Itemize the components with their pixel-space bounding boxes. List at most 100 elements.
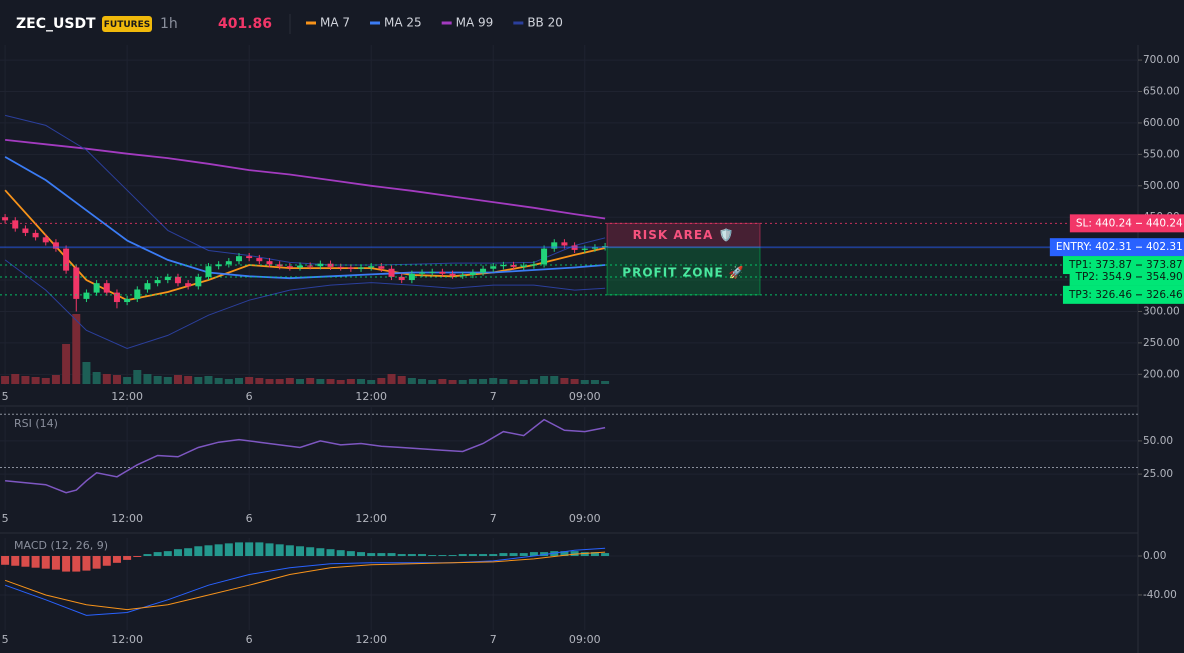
candle-body bbox=[256, 258, 263, 262]
interval: 1h bbox=[160, 16, 178, 32]
volume-bar bbox=[224, 379, 233, 384]
macd-hist bbox=[92, 556, 101, 569]
candle-body bbox=[113, 292, 120, 303]
y-tick-label: 25.00 bbox=[1143, 468, 1173, 480]
macd-hist bbox=[306, 547, 315, 557]
volume-bar bbox=[438, 379, 447, 384]
volume-bar bbox=[367, 380, 376, 384]
legend-label: MA 25 bbox=[384, 16, 422, 30]
y-tick-label: 250.00 bbox=[1143, 337, 1180, 349]
legend-label: BB 20 bbox=[527, 16, 563, 30]
macd-hist bbox=[377, 553, 386, 557]
volume-bar bbox=[540, 376, 549, 384]
macd-hist bbox=[214, 544, 223, 557]
macd-hist bbox=[601, 553, 610, 557]
volume-bar bbox=[479, 379, 488, 384]
volume-bar bbox=[214, 378, 223, 384]
level-tag bbox=[1069, 214, 1184, 233]
level-label: TP3: 326.46 bbox=[1068, 289, 1132, 301]
candle-body bbox=[561, 242, 568, 246]
candle-body bbox=[185, 283, 192, 287]
volume-bar bbox=[184, 376, 193, 384]
candle-body bbox=[571, 245, 578, 250]
volume-bar bbox=[153, 376, 162, 384]
x-tick-label: 6 bbox=[246, 633, 253, 646]
macd-hist bbox=[428, 555, 437, 557]
candle-body bbox=[439, 271, 446, 274]
volume-bar bbox=[590, 380, 599, 384]
macd-hist bbox=[234, 542, 243, 557]
last-price: 401.86 bbox=[218, 16, 272, 32]
macd-hist bbox=[1, 556, 10, 565]
volume-bar bbox=[41, 378, 50, 384]
volume-bar bbox=[448, 380, 457, 384]
volume-bar bbox=[346, 379, 355, 384]
macd-hist bbox=[357, 552, 366, 557]
volume-bar bbox=[560, 378, 569, 384]
volume-bar bbox=[326, 379, 335, 384]
volume-bar bbox=[265, 379, 274, 384]
x-tick-label: 7 bbox=[490, 633, 497, 646]
volume-bar bbox=[397, 376, 406, 384]
candle-body bbox=[510, 264, 517, 267]
volume-bar bbox=[550, 376, 559, 384]
candle-body bbox=[144, 283, 151, 290]
x-tick-label: 09:00 bbox=[569, 633, 601, 646]
volume-bar bbox=[51, 375, 60, 384]
badge-bg bbox=[102, 16, 152, 32]
volume-bar bbox=[316, 379, 325, 384]
y-tick-label: 500.00 bbox=[1143, 180, 1180, 192]
volume-bar bbox=[580, 380, 589, 384]
level-tag bbox=[1069, 267, 1184, 286]
macd-hist bbox=[204, 545, 213, 557]
macd-line bbox=[4, 547, 606, 616]
macd-hist bbox=[499, 553, 508, 557]
candle-body bbox=[459, 275, 466, 277]
volume-bar bbox=[245, 377, 254, 384]
macd-title: MACD (12, 26, 9) bbox=[14, 539, 108, 552]
candle-body bbox=[490, 266, 497, 269]
candle-body bbox=[63, 248, 70, 271]
level-tag bbox=[1049, 238, 1184, 257]
volume-bar bbox=[306, 378, 315, 384]
volume-bar bbox=[1, 376, 10, 384]
candle-body bbox=[307, 265, 314, 267]
x-tick-label: 12:00 bbox=[355, 390, 387, 403]
y-tick-label: 50.00 bbox=[1143, 435, 1173, 447]
level-label: ENTRY: 402.31 bbox=[1056, 241, 1132, 253]
volume-bar bbox=[204, 376, 213, 384]
candle-body bbox=[83, 292, 90, 299]
zone-label: RISK AREA 🛡️ bbox=[633, 228, 735, 242]
macd-hist bbox=[316, 548, 325, 557]
level-axis-label: 402.31 bbox=[1146, 241, 1183, 253]
x-tick-label: 6 bbox=[246, 390, 253, 403]
candle-body bbox=[266, 261, 273, 265]
candle-body bbox=[480, 268, 487, 273]
x-tick-label: 7 bbox=[490, 512, 497, 525]
volume-bar bbox=[468, 379, 477, 384]
level-tag bbox=[1062, 285, 1184, 304]
macd-hist bbox=[21, 556, 30, 567]
candle-body bbox=[286, 266, 293, 268]
candle-body bbox=[103, 283, 110, 293]
y-tick-label: 700.00 bbox=[1143, 54, 1180, 66]
macd-hist bbox=[509, 553, 518, 557]
candle-body bbox=[225, 261, 232, 265]
volume-bar bbox=[173, 375, 182, 384]
candle-body bbox=[297, 265, 304, 268]
x-tick-label: 12:00 bbox=[111, 633, 143, 646]
x-tick-label: 5 bbox=[2, 390, 9, 403]
macd-line bbox=[4, 551, 606, 611]
volume-bar bbox=[123, 377, 132, 384]
volume-bar bbox=[112, 375, 121, 384]
candle-body bbox=[358, 267, 365, 269]
macd-hist bbox=[72, 556, 81, 572]
volume-bar bbox=[143, 374, 152, 384]
candle-body bbox=[154, 280, 161, 284]
macd-hist bbox=[41, 556, 50, 569]
x-tick-label: 09:00 bbox=[569, 512, 601, 525]
macd-hist bbox=[468, 554, 477, 557]
macd-hist bbox=[224, 543, 233, 557]
x-tick-label: 5 bbox=[2, 512, 9, 525]
macd-hist bbox=[143, 554, 152, 557]
